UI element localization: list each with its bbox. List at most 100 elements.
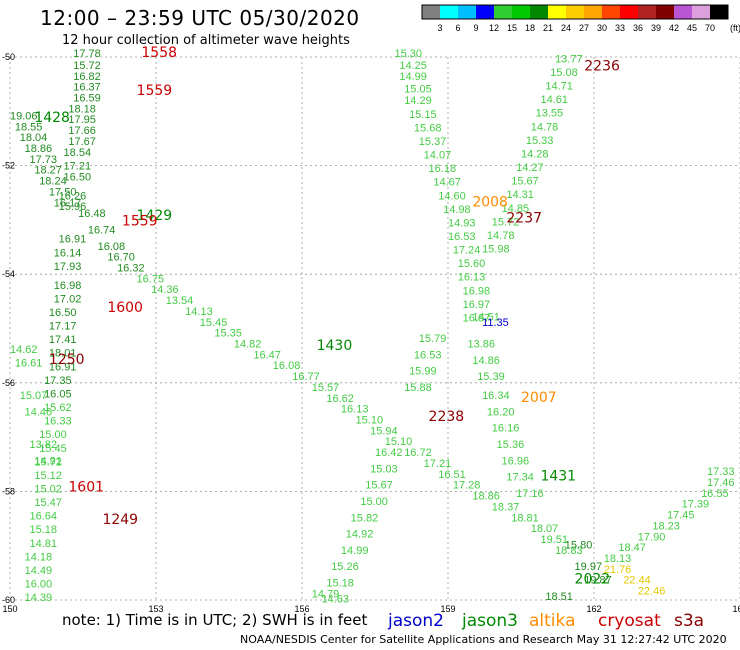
wave-height-value: 16.55 [701, 488, 729, 500]
wave-height-value: 16.51 [438, 469, 466, 481]
wave-height-value: 14.61 [540, 94, 568, 106]
wave-height-value: 15.47 [34, 497, 62, 509]
colorbar-tick-label: 70 [705, 23, 715, 33]
wave-height-value: 18.07 [531, 523, 559, 535]
wave-height-value: 17.24 [453, 245, 481, 257]
wave-height-value: 18.86 [25, 143, 53, 155]
wave-height-value: 14.51 [472, 311, 500, 323]
legend-altika: altika [529, 611, 576, 631]
wave-height-value: 15.30 [394, 48, 422, 60]
wave-height-value: 15.67 [365, 480, 393, 492]
wave-height-value: 15.12 [34, 470, 62, 482]
satellite-tracks: 17.7815.7216.8216.3716.5918.1817.9517.66… [10, 48, 735, 606]
wave-height-value: 16.91 [59, 234, 87, 246]
chart-subtitle: 12 hour collection of altimeter wave hei… [62, 33, 350, 48]
wave-height-value: 16.98 [54, 280, 82, 292]
wave-height-value: 16.50 [64, 171, 92, 183]
wave-height-value: 16.13 [341, 404, 369, 416]
wave-height-value: 17.17 [49, 321, 77, 333]
wave-height-value: 16.08 [98, 241, 126, 253]
wave-height-value: 17.21 [424, 458, 452, 470]
wave-height-value: 16.16 [492, 423, 520, 435]
colorbar-swatch [638, 5, 656, 19]
wave-height-value: 19.51 [540, 534, 568, 546]
wave-height-value: 15.68 [414, 122, 442, 134]
wave-height-value: 18.18 [68, 103, 96, 115]
wave-height-value: 14.07 [424, 150, 452, 162]
colorbar-tick-label: 3 [437, 23, 442, 33]
colorbar-swatch [512, 5, 530, 19]
wave-height-value: 15.67 [511, 176, 539, 188]
wave-height-value: 18.83 [555, 545, 583, 557]
wave-height-value: 16.05 [44, 388, 72, 400]
wave-height-value: 17.90 [638, 531, 666, 543]
wave-height-value: 16.91 [49, 361, 77, 373]
colorbar-swatch [458, 5, 476, 19]
wave-height-value: 16.77 [292, 371, 320, 383]
wave-height-value: 16.50 [49, 307, 77, 319]
wave-height-value: 16.42 [375, 447, 403, 459]
wave-height-value: 14.62 [10, 344, 38, 356]
track-t8: 15.80 19.97 19.87 18.51 [545, 539, 611, 603]
wave-height-value: 15.00 [360, 496, 388, 508]
pass-time-label: 1429 [137, 208, 173, 224]
wave-height-value: 16.34 [482, 390, 510, 402]
pass-time-label: 1600 [107, 300, 143, 316]
wave-height-value: 15.05 [404, 83, 432, 95]
colorbar-unit: (ft) [730, 23, 740, 33]
track-t4: 13.7715.0814.7114.6113.5514.7815.3314.28… [467, 53, 582, 499]
wave-height-value: 15.26 [331, 561, 359, 573]
wave-height-value: 15.10 [356, 415, 384, 427]
wave-height-value: 15.18 [29, 524, 57, 536]
wave-height-value: 14.78 [531, 121, 559, 133]
wave-height-value: 17.66 [68, 125, 96, 137]
wave-height-value: 15.72 [34, 456, 62, 468]
colorbar-swatch [566, 5, 584, 19]
wave-height-value: 17.34 [506, 472, 534, 484]
footer-credit: NOAA/NESDIS Center for Satellite Applica… [240, 633, 727, 646]
colorbar-tick-label: 33 [615, 23, 625, 33]
colorbar-tick-label: 9 [473, 23, 478, 33]
lon-label: 162 [586, 604, 601, 614]
pass-time-label: 1601 [68, 479, 104, 495]
wave-height-value: 14.99 [399, 71, 427, 83]
pass-time-label: 1559 [137, 83, 173, 99]
wave-height-value: 16.48 [78, 208, 106, 220]
wave-height-value: 15.35 [214, 328, 242, 340]
wave-height-value: 11.35 [482, 317, 509, 329]
wave-height-value: 15.57 [312, 382, 340, 394]
wave-height-value: 18.24 [39, 176, 67, 188]
note-text: note: 1) Time is in UTC; 2) SWH is in fe… [62, 611, 368, 629]
wave-height-value: 18.54 [64, 147, 92, 159]
wave-height-value: 16.59 [73, 93, 101, 105]
colorbar-tick-label: 21 [543, 23, 553, 33]
colorbar-swatch [476, 5, 494, 19]
wave-height-value: 14.36 [151, 284, 179, 296]
wave-height-value: 14.39 [25, 592, 53, 604]
wave-height-value: 14.27 [516, 162, 544, 174]
wave-height-value: 16.53 [414, 349, 442, 361]
pass-time-label: 2007 [521, 390, 557, 406]
wave-height-value: 14.82 [234, 339, 262, 351]
lat-label: -50 [2, 52, 15, 62]
wave-height-value: 14.85 [502, 203, 530, 215]
wave-height-value: 15.98 [482, 243, 510, 255]
lon-label: 165 [732, 604, 740, 614]
wave-height-value: 13.55 [536, 108, 564, 120]
wave-height-value: 14.91 [34, 455, 62, 467]
colorbar-tick-label: 45 [687, 23, 697, 33]
wave-height-value: 18.23 [652, 520, 680, 532]
wave-height-value: 16.00 [25, 579, 53, 591]
wave-height-value: 14.25 [399, 60, 427, 72]
wave-height-value: 16.20 [487, 406, 515, 418]
wave-height-value: 15.07 [20, 390, 48, 402]
wave-height-value: 17.39 [682, 499, 710, 511]
wave-height-value: 14.98 [443, 204, 471, 216]
wave-height-value: 14.49 [25, 565, 53, 577]
pass-time-label: 2238 [429, 409, 465, 425]
wave-height-value: 15.45 [200, 317, 228, 329]
wave-height-value: 13.77 [555, 53, 583, 65]
colorbar-swatch [674, 5, 692, 19]
wave-height-value: 17.41 [49, 334, 77, 346]
wave-height-value: 16.74 [88, 224, 116, 236]
